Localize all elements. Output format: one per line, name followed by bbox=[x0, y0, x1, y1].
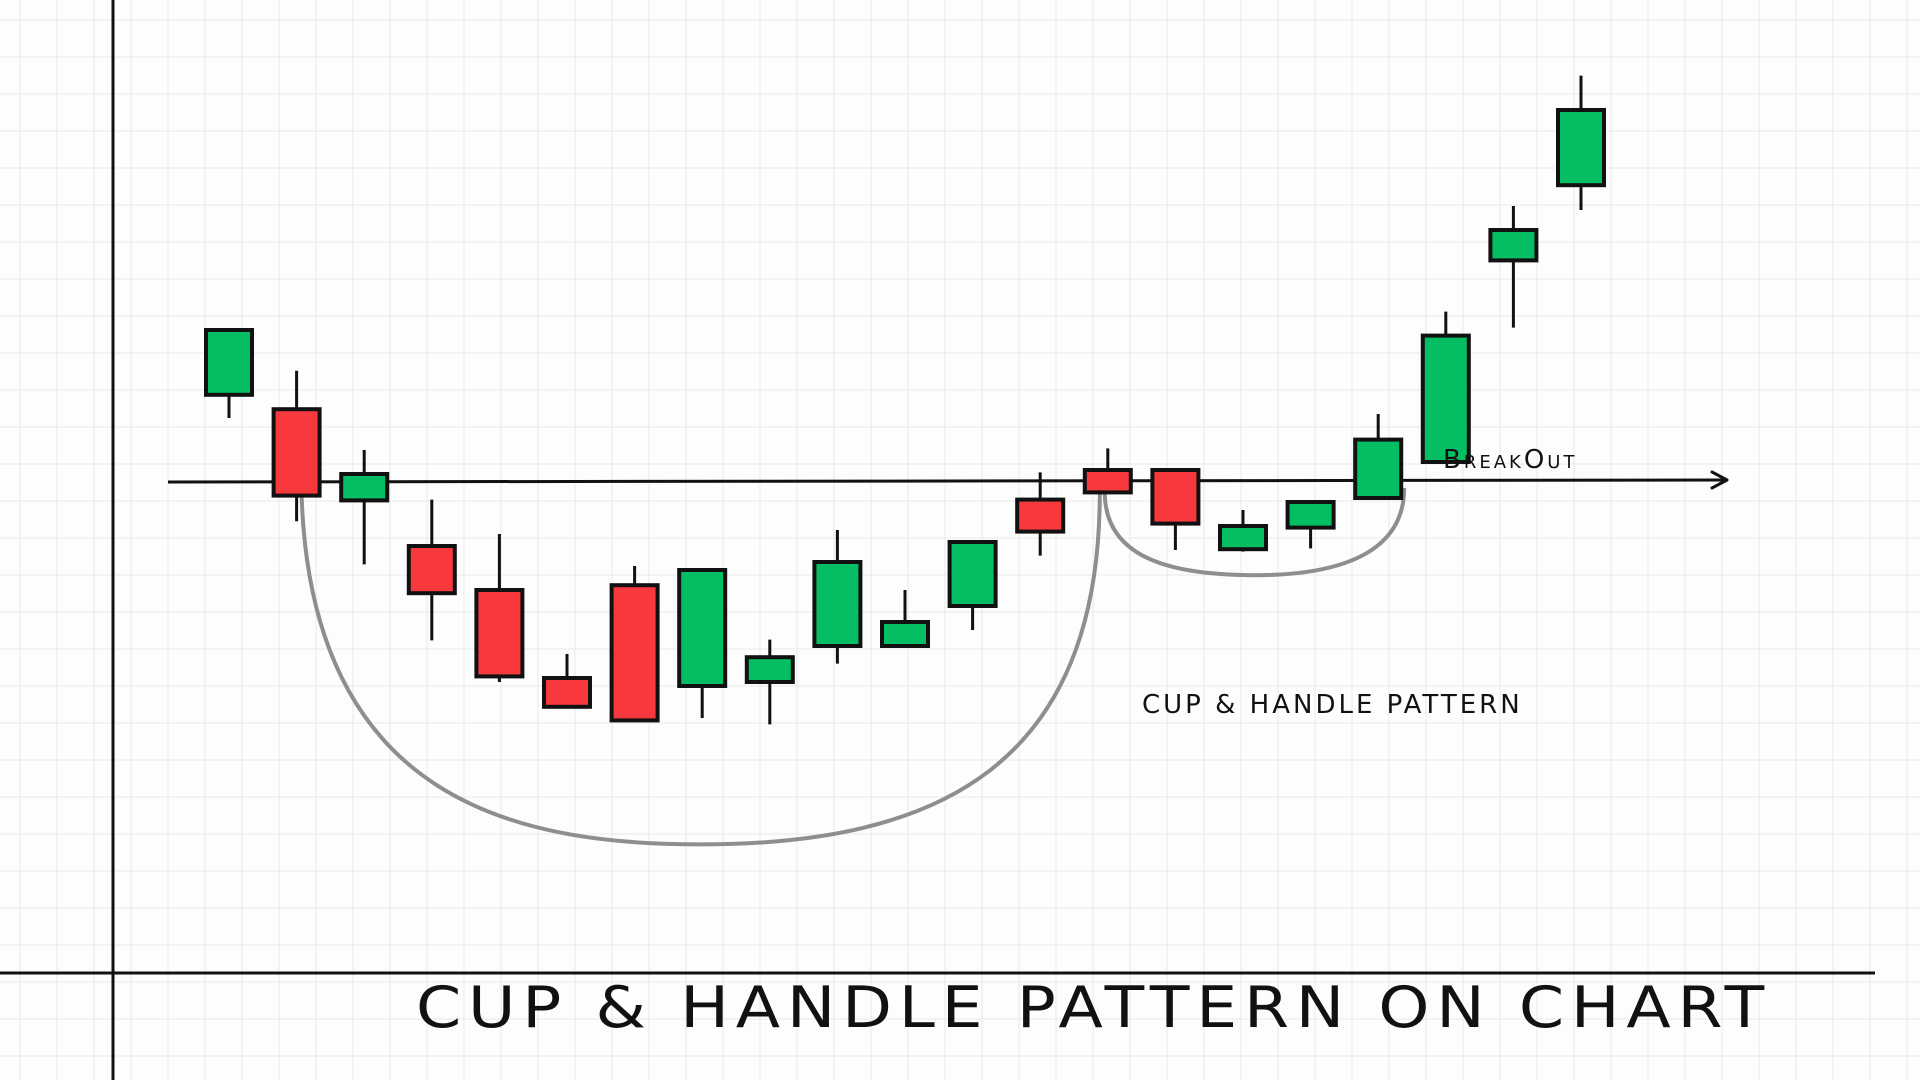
candle bbox=[339, 450, 390, 565]
candle bbox=[677, 568, 728, 718]
resistance-line bbox=[167, 478, 1725, 484]
candle bbox=[271, 370, 322, 522]
candle-body-bullish bbox=[1420, 333, 1471, 465]
candle-body-bullish bbox=[1353, 437, 1404, 501]
candle-body-bullish bbox=[204, 328, 254, 397]
candle bbox=[744, 639, 795, 725]
candle-body-bearish bbox=[271, 407, 322, 498]
candle bbox=[880, 590, 930, 648]
candle-body-bullish bbox=[677, 568, 728, 688]
chart-title: CUP & HANDLE PATTERN ON CHART bbox=[416, 975, 1771, 1041]
candle-body-bullish bbox=[1285, 500, 1336, 530]
candle bbox=[1488, 206, 1539, 328]
candle bbox=[474, 534, 525, 682]
candle-body-bullish bbox=[1556, 108, 1606, 188]
candle-body-bullish bbox=[947, 540, 998, 608]
candles bbox=[204, 75, 1606, 725]
candle bbox=[204, 328, 254, 418]
candle bbox=[1218, 510, 1268, 552]
candle bbox=[542, 654, 592, 709]
candle-body-bullish bbox=[812, 560, 863, 648]
handle-curve bbox=[1102, 487, 1407, 578]
candle bbox=[1082, 448, 1133, 495]
candle bbox=[947, 540, 998, 630]
candle-body-bearish bbox=[406, 544, 457, 596]
pattern-annotation: CUP & HANDLE PATTERN bbox=[1142, 690, 1523, 720]
candle bbox=[1353, 414, 1404, 501]
candle bbox=[1285, 500, 1336, 549]
cup-curve bbox=[299, 492, 1102, 847]
candle-body-bearish bbox=[474, 588, 525, 679]
candle-body-bullish bbox=[880, 620, 930, 648]
candle bbox=[406, 499, 457, 641]
candle-body-bearish bbox=[1015, 497, 1066, 534]
candle-body-bearish bbox=[609, 583, 660, 723]
breakout-label: BreakOut bbox=[1443, 445, 1577, 475]
candle-body-bullish bbox=[1488, 228, 1539, 263]
candle bbox=[1015, 472, 1066, 556]
candle-body-bearish bbox=[1150, 468, 1201, 526]
candle-body-bullish bbox=[744, 655, 795, 685]
candle bbox=[1150, 468, 1201, 550]
candle-body-bullish bbox=[339, 472, 390, 503]
candle bbox=[609, 566, 660, 723]
candle bbox=[1556, 75, 1606, 210]
candle bbox=[1420, 311, 1471, 465]
candle bbox=[812, 530, 863, 664]
candle-body-bearish bbox=[1082, 468, 1133, 495]
candle-body-bearish bbox=[542, 676, 592, 709]
candle-body-bullish bbox=[1218, 524, 1268, 552]
resistance-arrowhead bbox=[1710, 470, 1729, 490]
